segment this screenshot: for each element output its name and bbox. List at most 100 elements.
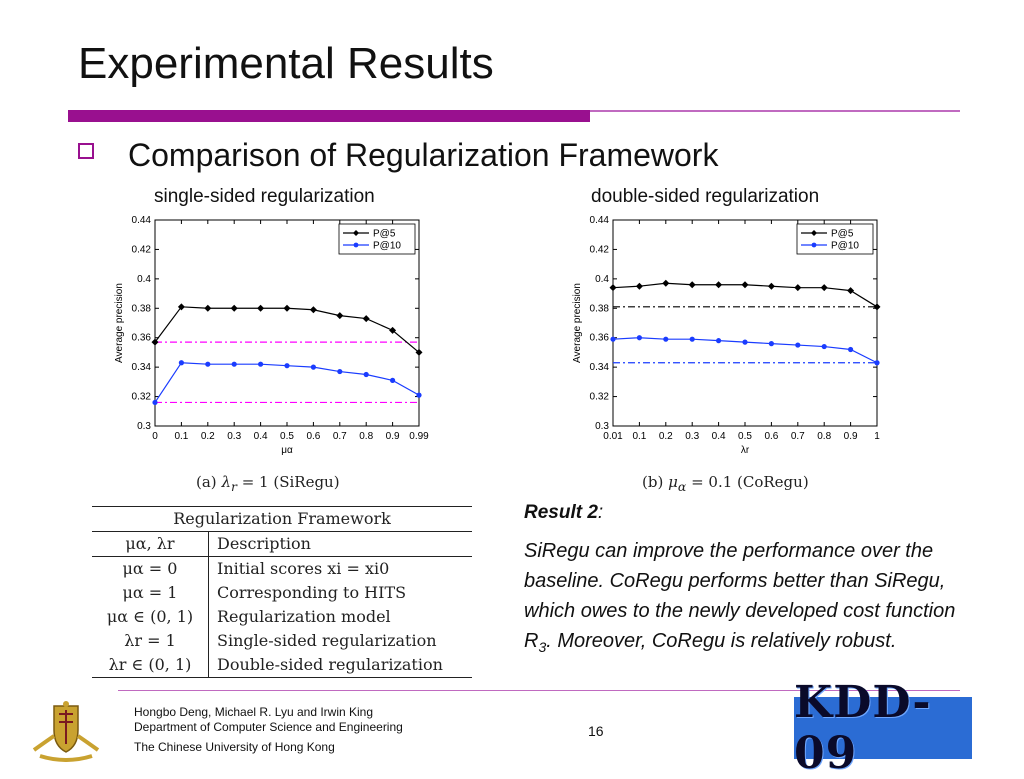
y-tick-label: 0.3	[595, 421, 609, 432]
data-point	[178, 360, 184, 366]
y-tick-label: 0.38	[590, 303, 610, 314]
data-point	[821, 343, 827, 350]
table-header-description: Description	[208, 531, 472, 557]
x-axis-label: λr	[741, 445, 750, 456]
y-axis-label: Average precision	[114, 283, 125, 363]
table-row: μα = 1 Corresponding to HITS	[92, 581, 472, 605]
x-tick-label: 1	[874, 431, 880, 442]
data-point	[609, 284, 617, 292]
data-point	[848, 346, 854, 353]
y-tick-label: 0.38	[132, 303, 152, 314]
footer-department: Department of Computer Science and Engin…	[134, 720, 403, 734]
legend-label: P@5	[373, 229, 396, 240]
x-tick-label: 0.3	[685, 431, 699, 442]
y-tick-label: 0.42	[590, 244, 610, 255]
legend-marker	[353, 242, 359, 248]
x-tick-label: 0.8	[817, 431, 831, 442]
data-point	[336, 312, 344, 320]
y-tick-label: 0.32	[590, 392, 610, 403]
legend-marker	[811, 242, 817, 248]
x-tick-label: 0.01	[603, 431, 623, 442]
table-row: λr = 1 Single-sided regularization	[92, 629, 472, 653]
caption-b: (b) μα = 0.1 (CoRegu)	[642, 473, 809, 494]
legend-box	[338, 223, 416, 255]
x-tick-label: 0.2	[659, 431, 673, 442]
table-caption: Regularization Framework	[92, 506, 472, 532]
right-chart-label: double-sided regularization	[591, 186, 820, 207]
data-point	[663, 336, 669, 342]
university-crest-logo	[32, 701, 100, 762]
slide-title: Experimental Results	[78, 39, 494, 88]
y-tick-label: 0.36	[590, 333, 610, 344]
data-point	[610, 336, 616, 342]
data-point	[715, 281, 723, 289]
data-point	[847, 287, 855, 295]
chart-coregu: 0.3 0.32 0.34 0.36 0.38 0.4 0.42 0.44 0.01 0.1 0.2…	[572, 215, 881, 456]
result-title: Result 2:	[524, 502, 604, 523]
x-tick-label: 0.99	[409, 431, 429, 442]
y-tick-label: 0.34	[590, 362, 610, 373]
data-point	[820, 284, 828, 292]
table-cell-param: μα = 1	[92, 581, 209, 605]
table-cell-description: Initial scores xi = xi0	[217, 559, 390, 578]
x-tick-label: 0.5	[738, 431, 752, 442]
bullet-text: Comparison of Regularization Framework	[128, 137, 719, 173]
y-tick-label: 0.44	[590, 215, 610, 226]
table-cell-param: μα ∈ (0, 1)	[92, 605, 209, 629]
y-tick-label: 0.34	[132, 362, 152, 373]
y-tick-label: 0.42	[132, 244, 152, 255]
title-underline-thick	[68, 110, 590, 122]
chart-siregu: 0.3 0.32 0.34 0.36 0.38 0.4 0.42 0.44 0 0.1 0.2 0.3…	[114, 215, 429, 456]
table-row: μα ∈ (0, 1) Regularization model	[92, 605, 472, 629]
data-point	[768, 341, 774, 347]
y-axis-label: Average precision	[572, 283, 583, 363]
legend-box	[796, 223, 874, 255]
legend-marker	[811, 230, 817, 236]
data-point	[283, 304, 291, 312]
x-tick-label: 0.8	[359, 431, 373, 442]
caption-a: (a) λr = 1 (SiRegu)	[196, 473, 340, 494]
data-point	[741, 281, 749, 289]
x-tick-label: 0.9	[844, 431, 858, 442]
left-chart-label: single-sided regularization	[154, 186, 375, 207]
data-point	[204, 304, 212, 312]
legend-label: P@5	[831, 229, 854, 240]
data-point	[309, 306, 317, 314]
data-point	[363, 371, 369, 378]
y-tick-label: 0.3	[137, 421, 151, 432]
table-cell-description: Single-sided regularization	[217, 631, 437, 650]
x-tick-label: 0.9	[386, 431, 400, 442]
table-cell-param: λr ∈ (0, 1)	[92, 653, 209, 678]
table-row: λr ∈ (0, 1) Double-sided regularization	[92, 653, 472, 678]
regularization-table: Regularization Framework μα, λr Descript…	[92, 506, 472, 678]
data-point	[635, 282, 643, 290]
data-point	[390, 377, 396, 383]
data-point	[662, 279, 670, 287]
data-point	[794, 284, 802, 292]
table-cell-description: Double-sided regularization	[208, 653, 472, 678]
data-point	[151, 338, 159, 346]
x-tick-label: 0.4	[712, 431, 726, 442]
x-tick-label: 0.3	[227, 431, 241, 442]
table-row: μα = 0 Initial scores xi = xi0	[92, 556, 472, 581]
data-point	[257, 304, 265, 312]
data-point	[874, 360, 880, 366]
data-point	[416, 392, 422, 398]
kdd-09-logo: KDD-09	[794, 677, 972, 779]
x-tick-label: 0.6	[306, 431, 320, 442]
data-point	[177, 303, 185, 311]
y-tick-label: 0.44	[132, 215, 152, 226]
x-tick-label: 0.7	[791, 431, 805, 442]
data-point	[152, 399, 158, 406]
data-point	[415, 348, 423, 356]
y-tick-label: 0.4	[137, 274, 151, 285]
x-tick-label: 0.2	[201, 431, 215, 442]
x-axis-label: μα	[281, 445, 293, 456]
data-point	[636, 335, 642, 341]
table-header-params: μα, λr	[92, 531, 209, 557]
result-body: SiRegu can improve the performance over …	[524, 540, 956, 655]
title-underline-thin	[590, 110, 960, 112]
legend-label: P@10	[831, 241, 859, 252]
table-cell-description: Corresponding to HITS	[217, 583, 407, 602]
y-tick-label: 0.4	[595, 274, 609, 285]
